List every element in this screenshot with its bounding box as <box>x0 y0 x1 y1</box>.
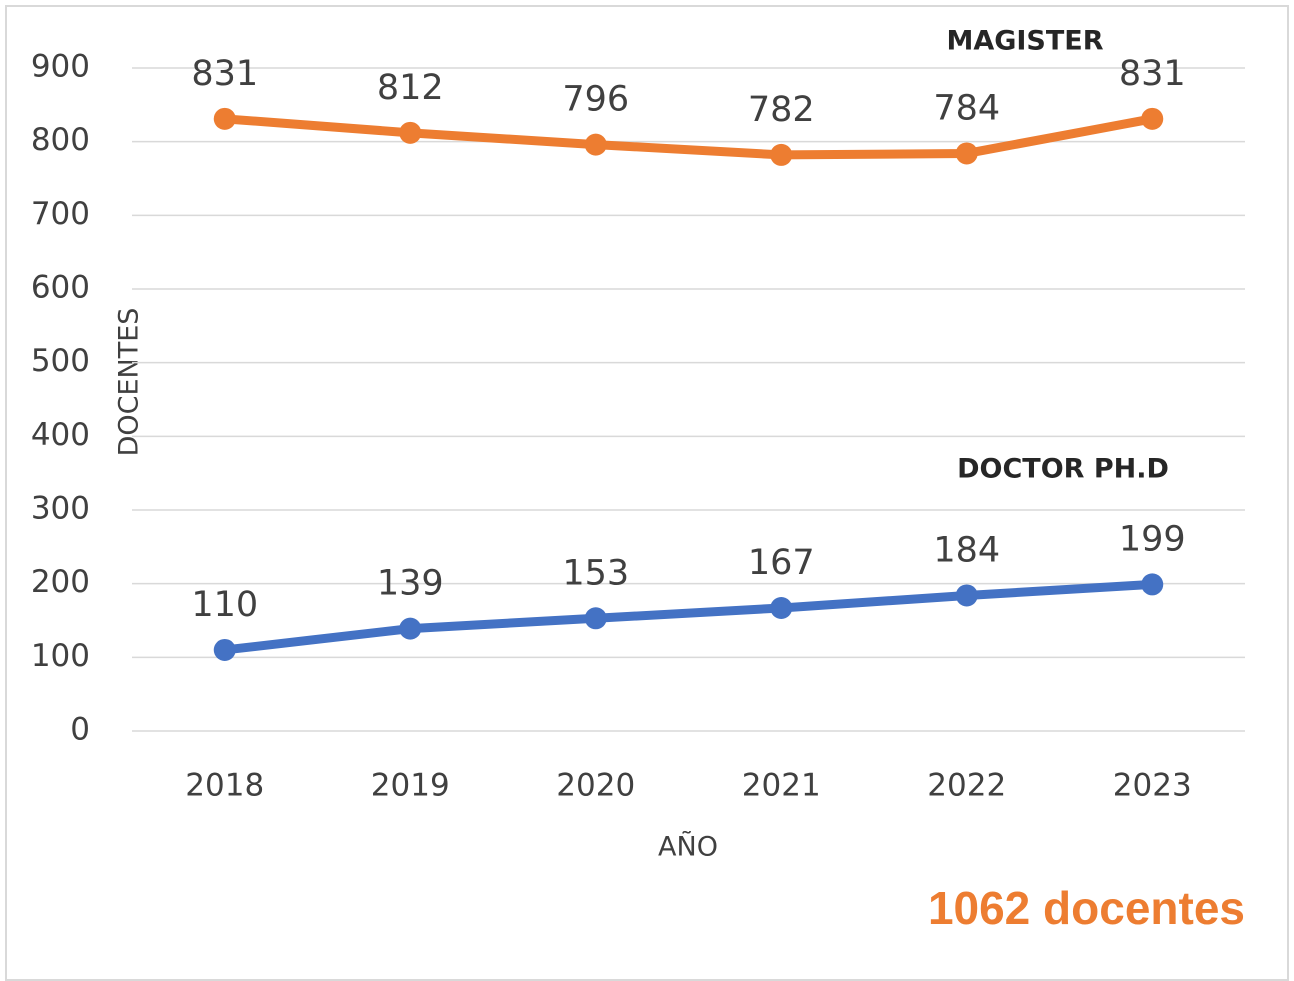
data-point <box>770 596 793 619</box>
data-label: 139 <box>377 564 444 604</box>
y-tick-label: 400 <box>31 417 90 453</box>
y-axis-title: DOCENTES <box>114 308 145 457</box>
data-label: 784 <box>933 88 1000 128</box>
data-label: 199 <box>1119 519 1186 559</box>
data-point <box>770 143 793 166</box>
data-point <box>584 607 607 630</box>
series-name: DOCTOR PH.D <box>957 454 1169 485</box>
data-point <box>1141 573 1164 596</box>
data-label: 782 <box>748 90 815 130</box>
x-tick-label: 2019 <box>371 768 450 804</box>
x-tick-label: 2021 <box>742 768 821 804</box>
data-label: 167 <box>748 543 815 583</box>
chart-frame <box>5 5 1289 981</box>
y-tick-label: 300 <box>31 491 90 527</box>
data-point <box>213 638 236 661</box>
y-tick-label: 900 <box>31 49 90 85</box>
data-point <box>399 617 422 640</box>
y-tick-label: 500 <box>31 343 90 379</box>
y-tick-label: 600 <box>31 270 90 306</box>
data-point <box>955 142 978 165</box>
annotation: 1062 docentes <box>928 882 1245 934</box>
data-label: 812 <box>377 68 444 108</box>
data-label: 110 <box>191 585 258 625</box>
data-label: 153 <box>562 553 629 593</box>
data-point <box>213 107 236 130</box>
x-tick-label: 2018 <box>185 768 264 804</box>
x-tick-label: 2023 <box>1113 768 1192 804</box>
data-point <box>584 133 607 156</box>
data-label: 796 <box>562 80 629 120</box>
x-tick-label: 2020 <box>556 768 635 804</box>
y-tick-label: 0 <box>70 712 90 748</box>
data-label: 831 <box>1119 54 1186 94</box>
series-line <box>224 114 1154 160</box>
y-tick-label: 100 <box>31 638 90 674</box>
y-tick-label: 800 <box>31 122 90 158</box>
series-name: MAGISTER <box>946 26 1103 57</box>
data-point <box>1141 107 1164 130</box>
y-tick-label: 700 <box>31 196 90 232</box>
data-label: 184 <box>933 530 1000 570</box>
x-tick-label: 2022 <box>927 768 1006 804</box>
data-point <box>955 584 978 607</box>
series-line <box>224 579 1153 655</box>
x-axis-title: AÑO <box>658 831 718 863</box>
y-tick-label: 200 <box>31 564 90 600</box>
data-point <box>399 121 422 144</box>
data-label: 831 <box>191 54 258 94</box>
